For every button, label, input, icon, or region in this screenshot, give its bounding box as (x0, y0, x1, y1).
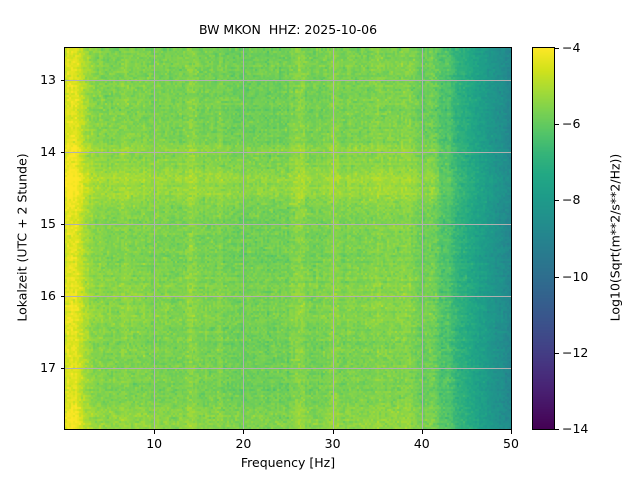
y-tick-mark-15 (60, 224, 64, 226)
colorbar-tick-mark-0 (555, 48, 559, 49)
x-tick-mark-10 (154, 430, 156, 434)
colorbar-tick-label-3: −10 (562, 268, 589, 284)
x-tick-mark-30 (332, 430, 334, 434)
colorbar-tick-mark-5 (555, 429, 559, 430)
colorbar-gradient (533, 48, 554, 429)
gridline-vertical-20 (243, 48, 245, 429)
x-tick-mark-20 (243, 430, 245, 434)
gridline-horizontal-16 (65, 296, 511, 297)
gridline-vertical-40 (421, 48, 423, 429)
x-tick-label-30: 30 (324, 436, 341, 451)
gridline-horizontal-15 (65, 224, 511, 226)
colorbar[interactable] (532, 47, 555, 430)
gridline-horizontal-13 (65, 80, 511, 82)
colorbar-label: Log10(Sqrt(m**2/s**2/Hz)) (607, 153, 623, 322)
colorbar-tick-label-0: −4 (562, 40, 581, 55)
y-tick-label-14: 14 (40, 144, 56, 160)
x-axis-label: Frequency [Hz] (240, 455, 336, 470)
colorbar-tick-label-1: −6 (562, 116, 581, 132)
gridline-vertical-50 (511, 48, 512, 429)
colorbar-tick-label-2: −8 (562, 192, 581, 208)
gridline-vertical-30 (332, 48, 334, 429)
colorbar-tick-mark-2 (555, 200, 559, 202)
y-tick-label-15: 15 (40, 216, 56, 232)
page-title: BW MKON HHZ: 2025-10-06 (198, 22, 378, 37)
x-tick-label-40: 40 (413, 436, 430, 451)
colorbar-tick-label-5: −14 (562, 421, 589, 436)
y-tick-label-16: 16 (40, 288, 56, 303)
y-tick-mark-17 (60, 367, 64, 369)
y-tick-mark-13 (60, 80, 64, 82)
spectrogram-plot-area[interactable] (64, 47, 512, 430)
colorbar-tick-mark-1 (555, 124, 559, 126)
y-tick-mark-16 (60, 296, 64, 297)
spectrogram-image (65, 48, 511, 429)
x-tick-label-20: 20 (235, 436, 252, 451)
gridline-vertical-10 (154, 48, 156, 429)
x-tick-mark-50 (511, 430, 512, 434)
x-tick-label-10: 10 (146, 436, 163, 451)
colorbar-tick-label-4: −12 (562, 344, 589, 360)
x-tick-label-50: 50 (503, 436, 519, 451)
x-tick-mark-40 (421, 430, 423, 434)
colorbar-tick-mark-3 (555, 276, 559, 278)
gridline-horizontal-14 (65, 152, 511, 154)
y-tick-label-17: 17 (40, 359, 56, 375)
y-tick-mark-14 (60, 152, 64, 154)
y-tick-label-13: 13 (40, 72, 56, 88)
y-axis-label: Lokalzeit (UTC + 2 Stunde) (14, 153, 30, 322)
gridline-horizontal-17 (65, 367, 511, 369)
colorbar-tick-mark-4 (555, 352, 559, 354)
